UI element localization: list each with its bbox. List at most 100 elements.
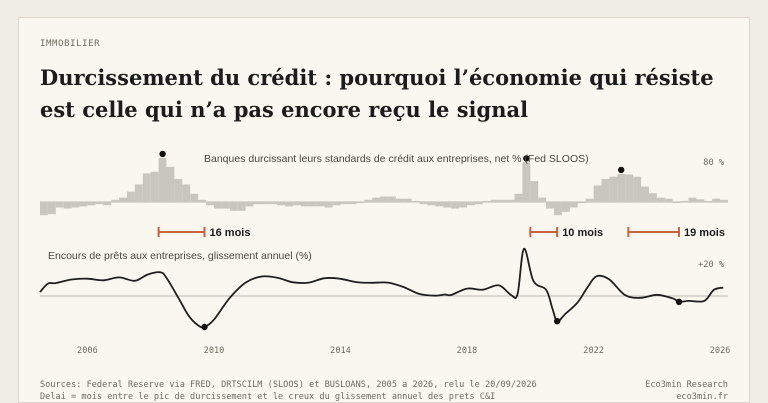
bar-2021Q1 <box>546 202 555 209</box>
bar-2022Q3 <box>593 185 602 202</box>
bar-2016Q1 <box>388 196 396 202</box>
x-tick-2026: 2026 <box>710 346 731 356</box>
bar-2015Q3 <box>372 197 381 202</box>
bar-2015Q1 <box>356 202 365 204</box>
bar-2018Q2 <box>459 202 468 208</box>
bar-2012Q3 <box>277 202 286 206</box>
bar-2006Q3 <box>87 202 96 206</box>
bar-2017Q4 <box>443 202 452 208</box>
bar-peak-marker-2023Q2 <box>618 166 625 174</box>
bar-2014Q3 <box>340 202 349 205</box>
bar-2017Q1 <box>419 202 428 205</box>
x-tick-2010: 2010 <box>204 346 225 356</box>
x-axis: 2006 2010 2014 2018 2022 2026 <box>77 346 730 356</box>
bar-2005Q3 <box>55 202 64 208</box>
bar-2011Q3 <box>245 202 254 207</box>
bar-2007Q4 <box>127 191 135 203</box>
bar-2008Q3 <box>150 171 159 203</box>
bar-2025Q3 <box>688 197 697 202</box>
bar-2024Q1 <box>641 186 649 202</box>
bar-2023Q3 <box>625 174 634 202</box>
bar-2018Q4 <box>474 202 483 205</box>
bar-2005Q4 <box>63 202 72 209</box>
bar-2013Q1 <box>293 202 302 206</box>
bar-2014Q4 <box>348 202 357 205</box>
bars-panel-title: Banques durcissant leurs standards de cr… <box>204 153 589 165</box>
bar-2010Q2 <box>206 202 215 206</box>
bar-2019Q1 <box>482 200 491 202</box>
bar-2007Q3 <box>119 197 128 202</box>
bar-2008Q1 <box>134 184 143 202</box>
footer: Sources: Federal Reserve via FRED, DRTSC… <box>40 379 728 403</box>
bar-peak-marker-2020Q2 <box>523 155 530 162</box>
line-scale-label: +20 % <box>698 260 725 270</box>
bar-2019Q4 <box>506 199 515 202</box>
bar-2026Q2 <box>712 198 721 202</box>
bar-2024Q2 <box>648 193 657 202</box>
bar-2011Q2 <box>237 202 246 211</box>
lag-annotation-1: 16 mois <box>157 227 250 239</box>
bar-2022Q2 <box>585 198 594 202</box>
bar-2025Q1 <box>672 202 681 204</box>
bar-2011Q1 <box>229 202 238 211</box>
bars-panel <box>40 150 729 216</box>
bar-2022Q1 <box>577 202 586 204</box>
lag-label: 10 mois <box>562 227 603 239</box>
bar-2010Q4 <box>221 202 230 209</box>
bar-2024Q4 <box>664 198 673 202</box>
footer-note: Delai = mois entre le pic de durcissemen… <box>40 392 496 402</box>
footer-site: eco3min.fr <box>676 392 728 402</box>
bar-2023Q2 <box>617 173 626 202</box>
bar-2026Q3 <box>720 199 729 202</box>
bar-2024Q3 <box>656 197 665 202</box>
bar-2013Q2 <box>301 202 309 207</box>
line-trough-marker-2010.2 <box>201 323 208 331</box>
x-tick-2006: 2006 <box>77 346 98 356</box>
bar-2009Q3 <box>182 184 191 202</box>
bar-2012Q1 <box>261 202 270 205</box>
bar-2012Q2 <box>269 202 278 205</box>
footer-sources: Sources: Federal Reserve via FRED, DRTSC… <box>40 380 537 390</box>
bar-2012Q4 <box>285 202 294 207</box>
bar-2009Q4 <box>190 193 199 203</box>
bar-2020Q1 <box>514 193 523 203</box>
lag-label: 19 mois <box>684 227 725 239</box>
bar-2016Q4 <box>411 200 420 202</box>
bar-2017Q3 <box>435 202 444 207</box>
chart-card <box>18 17 750 403</box>
bar-2011Q4 <box>253 202 262 205</box>
bar-2005Q2 <box>47 202 56 215</box>
bar-2010Q1 <box>198 199 207 202</box>
bar-2006Q2 <box>79 202 88 207</box>
bar-2022Q4 <box>601 178 610 202</box>
bar-2014Q1 <box>324 202 333 208</box>
line-trough-marker-2025.2 <box>675 298 683 305</box>
bar-2014Q2 <box>332 202 341 206</box>
bar-2009Q1 <box>166 166 175 202</box>
x-tick-2014: 2014 <box>330 346 351 356</box>
bar-2023Q4 <box>633 176 642 202</box>
x-tick-2022: 2022 <box>583 346 604 356</box>
line-panel <box>39 247 728 331</box>
bar-2018Q3 <box>467 202 475 206</box>
bar-2021Q2 <box>554 202 562 216</box>
lag-annotation-2: 10 mois <box>529 227 603 239</box>
bar-2009Q2 <box>174 178 183 202</box>
bar-2019Q2 <box>490 199 499 202</box>
bar-2006Q4 <box>95 202 104 205</box>
bar-2013Q4 <box>316 202 325 207</box>
bar-2015Q2 <box>364 199 373 202</box>
bar-2016Q3 <box>403 198 412 202</box>
lag-annotations: 16 mois 10 mois 19 mois <box>157 227 725 239</box>
bar-2020Q2 <box>522 162 531 202</box>
line-panel-title: Encours de prêts aux entreprises, glisse… <box>48 250 312 262</box>
bar-peak-marker-2008Q4 <box>159 150 166 158</box>
loans-yoy-line <box>39 247 724 329</box>
bar-2008Q2 <box>142 173 151 202</box>
bar-2006Q1 <box>71 202 80 208</box>
bar-2021Q3 <box>561 202 570 212</box>
bar-2026Q1 <box>704 200 713 202</box>
bar-2025Q2 <box>680 200 689 202</box>
bar-2018Q1 <box>451 202 460 209</box>
